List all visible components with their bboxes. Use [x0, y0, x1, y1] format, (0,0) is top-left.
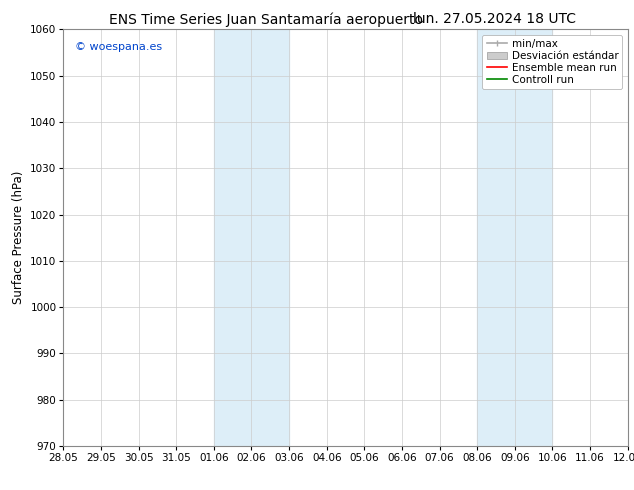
Y-axis label: Surface Pressure (hPa): Surface Pressure (hPa) — [11, 171, 25, 304]
Text: lun. 27.05.2024 18 UTC: lun. 27.05.2024 18 UTC — [413, 12, 576, 26]
Bar — [477, 29, 552, 446]
Text: ENS Time Series Juan Santamaría aeropuerto: ENS Time Series Juan Santamaría aeropuer… — [109, 12, 424, 27]
Legend: min/max, Desviación estándar, Ensemble mean run, Controll run: min/max, Desviación estándar, Ensemble m… — [482, 35, 623, 89]
Bar — [214, 29, 289, 446]
Text: © woespana.es: © woespana.es — [75, 42, 162, 52]
